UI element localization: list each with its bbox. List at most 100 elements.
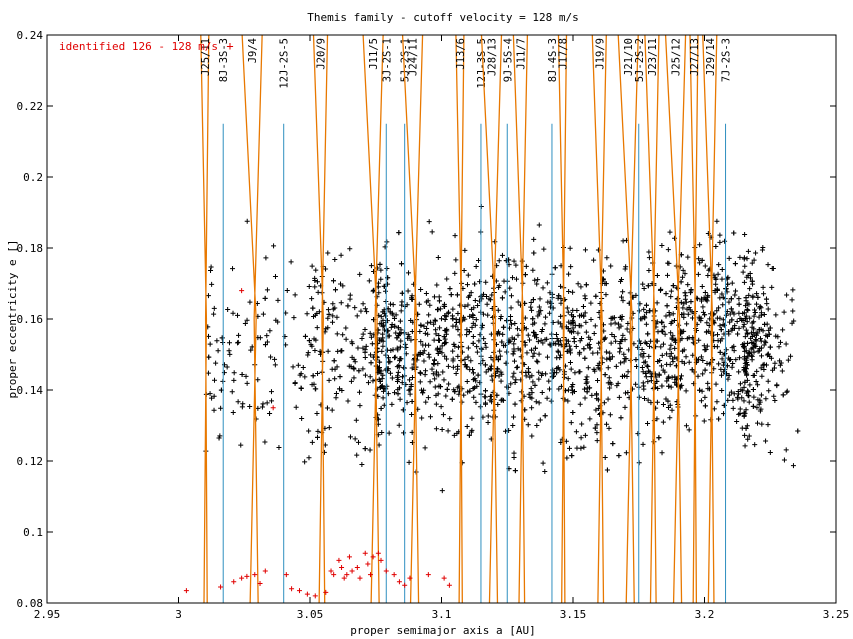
- member-point: [304, 311, 310, 317]
- member-point: [745, 331, 751, 337]
- member-point: [762, 321, 768, 327]
- member-point: [507, 285, 513, 291]
- member-point: [633, 357, 639, 363]
- member-point: [746, 433, 752, 439]
- member-point: [643, 302, 649, 308]
- member-point: [472, 322, 478, 328]
- member-point: [749, 260, 755, 266]
- member-point: [620, 298, 626, 304]
- resonance-label: J17/8: [557, 38, 569, 70]
- member-point: [558, 321, 564, 327]
- member-point: [486, 296, 492, 302]
- identified-point: [304, 591, 310, 597]
- member-point: [345, 398, 351, 404]
- member-point: [461, 268, 467, 274]
- member-point: [221, 370, 227, 376]
- member-point: [539, 372, 545, 378]
- resonance-label: J19/9: [594, 38, 606, 70]
- member-point: [736, 411, 742, 417]
- member-point: [244, 317, 250, 323]
- member-point: [584, 389, 590, 395]
- member-point: [249, 344, 255, 350]
- member-point: [515, 364, 521, 370]
- member-point: [667, 229, 673, 235]
- member-point: [702, 290, 708, 296]
- member-point: [717, 239, 723, 245]
- resonance-label: 9J-5S-4: [502, 38, 514, 82]
- member-point: [209, 395, 215, 401]
- member-point: [666, 260, 672, 266]
- member-point: [429, 366, 435, 372]
- member-point: [503, 258, 509, 264]
- member-point: [357, 271, 363, 277]
- member-point: [387, 309, 393, 315]
- member-point: [695, 271, 701, 277]
- member-point: [313, 337, 319, 343]
- member-point: [765, 351, 771, 357]
- identified-point: [344, 572, 350, 578]
- member-point: [746, 399, 752, 405]
- member-point: [473, 263, 479, 269]
- member-point: [790, 463, 796, 469]
- member-point: [530, 353, 536, 359]
- member-point: [742, 334, 748, 340]
- member-point: [623, 390, 629, 396]
- member-point: [396, 364, 402, 370]
- member-point: [576, 323, 582, 329]
- member-point: [496, 356, 502, 362]
- member-point: [582, 395, 588, 401]
- member-point: [489, 292, 495, 298]
- member-point: [309, 296, 315, 302]
- resonance-label: J28/13: [486, 38, 498, 76]
- member-point: [213, 360, 219, 366]
- member-point: [295, 362, 301, 368]
- member-point: [314, 410, 320, 416]
- member-point: [643, 374, 649, 380]
- identified-point: [289, 586, 295, 592]
- member-point: [536, 400, 542, 406]
- member-point: [340, 332, 346, 338]
- member-point: [408, 337, 414, 343]
- member-point: [462, 247, 468, 253]
- member-point: [215, 348, 221, 354]
- member-point: [780, 327, 786, 333]
- member-point: [248, 347, 254, 353]
- member-point: [510, 374, 516, 380]
- member-point: [276, 444, 282, 450]
- member-point: [759, 345, 765, 351]
- identified-point: [357, 575, 363, 581]
- member-point: [582, 310, 588, 316]
- member-point: [752, 309, 758, 315]
- member-point: [581, 444, 587, 450]
- identified-point: [328, 568, 334, 574]
- member-point: [751, 394, 757, 400]
- member-point: [216, 435, 222, 441]
- member-point: [617, 349, 623, 355]
- member-point: [464, 282, 470, 288]
- member-point: [680, 305, 686, 311]
- member-point: [729, 280, 735, 286]
- member-point: [714, 315, 720, 321]
- member-point: [455, 363, 461, 369]
- member-point: [593, 407, 599, 413]
- member-point: [417, 379, 423, 385]
- member-point: [704, 360, 710, 366]
- member-point: [654, 378, 660, 384]
- member-point: [469, 324, 475, 330]
- member-point: [397, 356, 403, 362]
- identified-point: [383, 568, 389, 574]
- member-point: [718, 366, 724, 372]
- member-point: [679, 311, 685, 317]
- member-point: [737, 254, 743, 260]
- member-point: [267, 328, 273, 334]
- member-point: [264, 339, 270, 345]
- member-point: [771, 365, 777, 371]
- member-point: [733, 288, 739, 294]
- member-point: [781, 457, 787, 463]
- member-point: [564, 305, 570, 311]
- member-point: [510, 275, 516, 281]
- member-point: [441, 301, 447, 307]
- member-point: [544, 354, 550, 360]
- member-point: [501, 343, 507, 349]
